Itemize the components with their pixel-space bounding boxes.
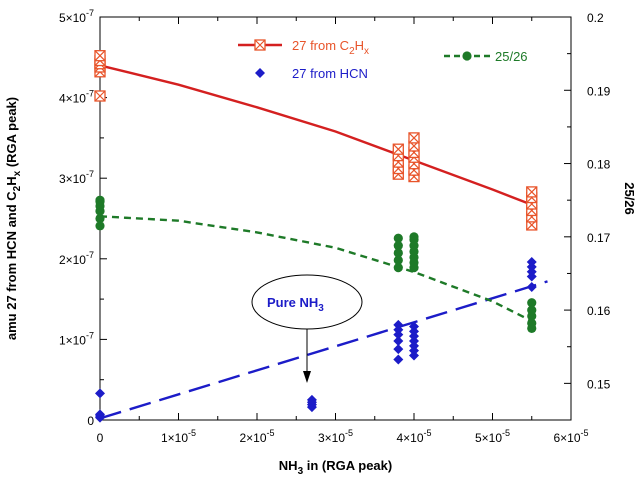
- point-hcn: [95, 388, 105, 399]
- fit-line-ratio: [99, 215, 533, 323]
- y-left-tick-label: 5×10-7: [59, 8, 94, 25]
- legend-marker-c2hx-cross: [254, 39, 266, 51]
- point-ratio: [393, 241, 403, 251]
- y-left-axis-title: amu 27 from HCN and C2Hx (RGA peak): [4, 97, 23, 340]
- point-ratio: [393, 248, 403, 258]
- x-tick-label: 5×10-5: [475, 428, 510, 445]
- point-c2hx-cross: [526, 186, 538, 198]
- point-hcn: [526, 257, 537, 268]
- legend-label-hcn: 27 from HCN: [292, 66, 368, 81]
- y-left-tick-label: 4×10-7: [59, 89, 94, 106]
- point-c2hx-cross: [94, 90, 106, 102]
- point-c2hx-cross: [94, 50, 106, 62]
- point-c2hx-cross: [392, 143, 404, 155]
- point-hcn: [306, 394, 317, 405]
- fit-lines-layer: [99, 64, 548, 420]
- x-axis-title: NH3 in (RGA peak): [279, 458, 392, 477]
- legend: 27 from C2Hx 27 from HCN 25/26: [238, 38, 528, 81]
- point-hcn: [409, 321, 419, 332]
- point-ratio: [409, 232, 419, 242]
- y-right-axis-title: 25/26: [622, 182, 637, 215]
- point-hcn: [393, 319, 404, 330]
- legend-marker-ratio: [462, 51, 472, 61]
- point-ratio: [393, 262, 403, 273]
- legend-marker-hcn: [255, 68, 265, 78]
- point-ratio: [95, 195, 105, 205]
- legend-marker-c2hx: [254, 39, 266, 51]
- y-left-tick-label: 0: [87, 414, 94, 428]
- annotation-arrow-head: [303, 371, 311, 384]
- point-ratio: [527, 318, 537, 328]
- point-ratio: [393, 233, 403, 243]
- point-hcn: [95, 409, 105, 420]
- y-right-tick-label: 0.17: [587, 231, 611, 245]
- fit-line-c2hx: [99, 64, 533, 206]
- point-ratio: [95, 213, 105, 224]
- point-c2hx: [526, 186, 538, 198]
- point-hcn: [393, 344, 404, 355]
- point-ratio: [527, 298, 537, 308]
- x-tick-label: 3×10-5: [318, 428, 353, 445]
- legend-label-c2hx: 27 from C2Hx: [292, 38, 369, 57]
- data-points-layer: [94, 50, 538, 423]
- x-tick-label: 4×10-5: [396, 428, 431, 445]
- fit-line-hcn: [99, 280, 548, 420]
- y-left-tick-label: 1×10-7: [59, 330, 94, 347]
- point-c2hx: [94, 50, 106, 62]
- x-tick-label: 6×10-5: [553, 428, 588, 445]
- y-right-tick-label: 0.16: [587, 304, 611, 318]
- point-ratio: [527, 305, 537, 315]
- point-hcn: [393, 354, 404, 365]
- annotation: Pure NH3: [251, 274, 363, 384]
- y-left-tick-label: 3×10-7: [59, 169, 94, 186]
- point-c2hx-cross: [408, 132, 420, 144]
- x-tick-label: 2×10-5: [239, 428, 274, 445]
- y-left-tick-label: 2×10-7: [59, 250, 94, 267]
- point-hcn: [526, 282, 537, 293]
- y-right-tick-label: 0.15: [587, 377, 611, 391]
- point-c2hx: [94, 90, 106, 102]
- y-right-tick-label: 0.2: [587, 11, 604, 25]
- y-right-tick-label: 0.18: [587, 158, 611, 172]
- annotation-text: Pure NH3: [267, 295, 324, 314]
- point-hcn: [393, 336, 404, 347]
- legend-label-ratio: 25/26: [495, 49, 528, 64]
- y-right-tick-label: 0.19: [587, 84, 611, 98]
- labels-layer: 0 1×10-5 2×10-5 3×10-5 4×10-5 5×10-5 6×10-5 0 1×…: [4, 8, 637, 477]
- x-tick-label: 0: [97, 431, 104, 445]
- point-c2hx: [392, 143, 404, 155]
- point-c2hx: [408, 132, 420, 144]
- point-ratio: [95, 221, 105, 231]
- x-tick-label: 1×10-5: [161, 428, 196, 445]
- point-ratio: [393, 255, 403, 265]
